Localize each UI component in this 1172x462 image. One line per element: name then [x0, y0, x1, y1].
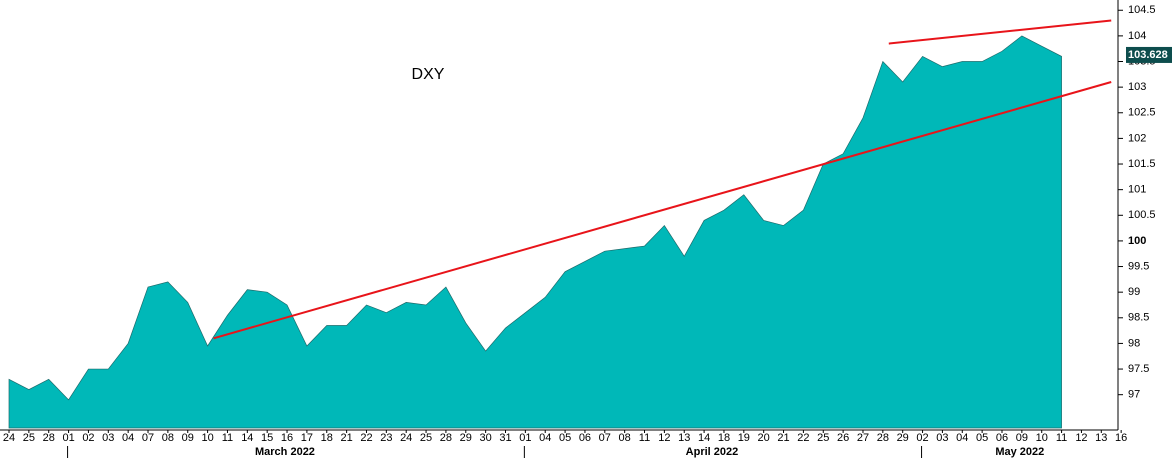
x-tick-label: 10 [1036, 432, 1048, 444]
x-tick-label: 07 [142, 432, 154, 444]
x-tick-label: 25 [23, 432, 35, 444]
y-tick-label: 100.5 [1128, 209, 1156, 221]
x-tick-label: 01 [62, 432, 74, 444]
x-tick-label: 23 [380, 432, 392, 444]
x-tick-label: 28 [877, 432, 889, 444]
x-tick-label: 21 [340, 432, 352, 444]
y-tick-label: 97 [1128, 389, 1140, 401]
x-tick-label: 11 [639, 432, 650, 444]
y-tick-label: 102.5 [1128, 107, 1156, 119]
x-tick-label: 12 [1075, 432, 1087, 444]
x-tick-label: 11 [1056, 432, 1067, 444]
x-tick-label: 04 [539, 432, 551, 444]
x-tick-label: 22 [360, 432, 372, 444]
x-tick-label: 16 [1115, 432, 1127, 444]
x-tick-label: 27 [857, 432, 869, 444]
x-tick-label: 09 [182, 432, 194, 444]
x-tick-label: 06 [996, 432, 1008, 444]
y-tick-label: 98.5 [1128, 312, 1149, 324]
x-tick-label: 21 [777, 432, 789, 444]
y-tick-label: 98 [1128, 337, 1140, 349]
x-tick-label: 31 [499, 432, 511, 444]
x-tick-label: 13 [1095, 432, 1107, 444]
x-tick-label: 05 [559, 432, 571, 444]
x-tick-label: 28 [43, 432, 55, 444]
x-tick-label: 22 [797, 432, 809, 444]
x-tick-label: 24 [3, 432, 15, 444]
x-tick-label: 19 [738, 432, 750, 444]
area [8, 35, 1062, 429]
month-label: March 2022 [255, 446, 315, 458]
trend-line [213, 81, 1112, 340]
y-tick-label: 102 [1128, 132, 1146, 144]
trend-line [888, 19, 1112, 45]
x-tick-label: 15 [261, 432, 273, 444]
x-tick-label: 10 [201, 432, 213, 444]
x-tick-label: 06 [579, 432, 591, 444]
x-tick-label: 02 [916, 432, 928, 444]
x-tick-label: 03 [936, 432, 948, 444]
x-tick-label: 02 [82, 432, 94, 444]
y-tick-label: 100 [1128, 235, 1146, 247]
x-tick-label: 05 [976, 432, 988, 444]
x-tick-label: 08 [619, 432, 631, 444]
month-label: April 2022 [686, 446, 739, 458]
x-tick-label: 13 [678, 432, 690, 444]
x-tick-label: 25 [817, 432, 829, 444]
x-tick-label: 18 [321, 432, 333, 444]
x-tick-label: 09 [1016, 432, 1028, 444]
x-tick-label: 04 [956, 432, 968, 444]
x-tick-label: 01 [519, 432, 531, 444]
x-tick-label: 20 [758, 432, 770, 444]
x-tick-label: 04 [122, 432, 134, 444]
x-tick-label: 30 [480, 432, 492, 444]
x-tick-label: 11 [222, 432, 233, 444]
x-tick-label: 24 [400, 432, 412, 444]
x-tick-label: 29 [897, 432, 909, 444]
x-tick-label: 25 [420, 432, 432, 444]
x-tick-label: 14 [698, 432, 710, 444]
y-tick-label: 104.5 [1128, 4, 1156, 16]
y-tick-label: 101.5 [1128, 158, 1156, 170]
x-tick-label: 18 [718, 432, 730, 444]
y-tick-label: 104 [1128, 30, 1146, 42]
last-price-label: 103.628 [1128, 49, 1168, 61]
x-tick-label: 28 [440, 432, 452, 444]
x-tick-label: 08 [162, 432, 174, 444]
x-tick-label: 29 [460, 432, 472, 444]
x-tick-label: 07 [599, 432, 611, 444]
y-tick-label: 99.5 [1128, 260, 1149, 272]
x-tick-label: 12 [658, 432, 670, 444]
x-tick-label: 16 [281, 432, 293, 444]
x-tick-label: 17 [301, 432, 313, 444]
x-tick-label: 14 [241, 432, 253, 444]
y-tick-label: 99 [1128, 286, 1140, 298]
month-label: May 2022 [995, 446, 1044, 458]
y-tick-label: 97.5 [1128, 363, 1149, 375]
y-tick-label: 101 [1128, 184, 1146, 196]
y-tick-label: 103 [1128, 81, 1146, 93]
x-tick-label: 26 [837, 432, 849, 444]
chart-title: DXY [412, 66, 445, 83]
x-tick-label: 03 [102, 432, 114, 444]
last-price-tag [1126, 46, 1172, 63]
